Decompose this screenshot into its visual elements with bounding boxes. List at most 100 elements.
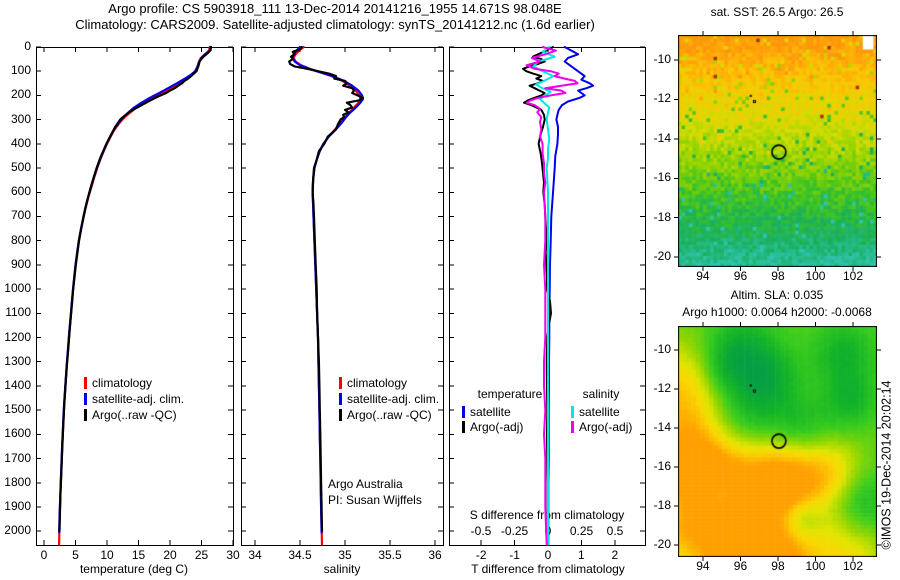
tick-label: 30 [226,548,240,562]
tick-label: -14 [653,130,671,145]
tick-label: 500 [10,160,31,175]
legend-label-climatology: climatology [92,376,153,390]
tick-label: 96 [733,269,748,283]
tick-label: 0.5 [606,524,624,538]
tick-label: -2 [475,548,487,562]
tick-label: -18 [653,209,671,224]
legend-label-satadj-sal: satellite-adj. clim. [347,392,440,406]
imos-watermark: ©IMOS 19-Dec-2014 20:02:14 [879,380,894,550]
legend-swatch-t-satellite [462,406,465,418]
tick-label: 400 [10,135,31,150]
tick-label: 100 [10,63,31,78]
legend-swatch-s-satellite [571,406,574,418]
tick-label: 34 [248,548,262,562]
x-axis-label-temperature: temperature (deg C) [79,562,189,576]
sla-map [678,326,877,557]
tick-label: -12 [653,381,671,396]
legend-swatch-satadj-sal [339,393,342,405]
tick-label: -20 [653,249,671,264]
tick-label: 0 [40,548,48,562]
tick-label: 96 [733,559,748,573]
tick-label: 1100 [5,305,31,320]
tick-label: 1700 [4,450,31,465]
tick-label: 94 [696,559,710,573]
tick-label: 200 [10,87,31,102]
tick-label: 102 [842,269,863,283]
legend-label-argo-raw: Argo(..raw -QC) [92,408,177,422]
tick-label: -0.5 [470,524,492,538]
sla-map-title-2: Argo h1000: 0.0064 h2000: -0.0068 [682,305,872,319]
tick-label: -18 [653,498,671,513]
legend-header-temperature: temperature [477,387,543,401]
tick-label: 700 [10,208,31,223]
legend-swatch-s-argo-adj [571,421,574,433]
tick-label: -20 [653,537,671,552]
sla-map-title-1: Altim. SLA: 0.035 [730,288,824,302]
legend-label-argo-raw-sal: Argo(..raw -QC) [347,408,432,422]
sst-map [678,35,877,267]
tick-label: 0 [544,548,552,562]
legend-label-t-argo-adj: Argo(-adj) [470,420,524,434]
tick-label: 5 [72,548,79,562]
tick-label: 1000 [4,281,31,296]
tick-label: 36 [428,548,442,562]
tick-label: 800 [10,232,31,247]
credit-pi: PI: Susan Wijffels [328,493,422,507]
tick-label: 10 [100,548,114,562]
page-title-line2: Climatology: CARS2009. Satellite-adjuste… [75,17,595,32]
tick-label: 100 [805,559,826,573]
tick-label: 1200 [4,329,31,344]
tick-label: 35.5 [378,548,402,562]
legend-label-t-satellite: satellite [470,405,511,419]
tick-label: 1 [578,548,585,562]
tick-label: 100 [805,269,826,283]
tick-label: -10 [653,341,671,356]
tick-label: -12 [653,91,671,106]
legend-swatch-argo-raw [84,409,87,421]
tick-label: 900 [10,256,31,271]
tick-label: -14 [653,420,671,435]
tick-label: 600 [10,184,31,199]
tick-label: 1500 [4,402,31,417]
legend-swatch-satadj-clim [84,393,87,405]
tick-label: 1600 [4,426,31,441]
legend-label-s-satellite: satellite [579,405,620,419]
tick-label: 0.25 [569,524,594,538]
page-title-line1: Argo profile: CS 5903918_111 13-Dec-2014… [108,1,562,16]
s-difference-axis-label: S difference from climatology [469,508,625,522]
tick-label: 98 [771,559,785,573]
tick-label: 1300 [4,353,31,368]
tick-label: 2000 [4,523,31,538]
tick-label: 94 [696,269,710,283]
legend-swatch-climatology [84,377,87,389]
tick-label: 1800 [4,474,31,489]
tick-label: 1900 [4,498,31,513]
legend-label-s-argo-adj: Argo(-adj) [579,420,633,434]
tick-label: -0.25 [500,524,529,538]
legend-header-salinity: salinity [582,387,620,401]
tick-label: 2 [611,548,619,562]
tick-label: -16 [653,170,671,185]
x-axis-label-salinity: salinity [323,562,361,576]
tick-label: 102 [842,559,863,573]
tick-label: -10 [653,52,671,67]
credit-argo-australia: Argo Australia [328,477,403,491]
x-axis-label-t-difference: T difference from climatology [471,562,625,576]
tick-label: 35 [338,548,352,562]
tick-label: 98 [771,269,785,283]
legend-swatch-t-argo-adj [462,421,465,433]
sst-map-title: sat. SST: 26.5 Argo: 26.5 [710,5,844,19]
tick-label: 15 [131,548,146,562]
tick-label: 1400 [4,377,31,392]
legend-swatch-argo-raw-sal [339,409,342,421]
legend-label-climatology-sal: climatology [347,376,408,390]
legend-label-satadj-clim: satellite-adj. clim. [92,392,185,406]
tick-label: 0 [24,39,31,53]
tick-label: -16 [653,459,671,474]
tick-label: 20 [163,548,177,562]
tick-label: 300 [10,111,31,126]
legend-swatch-climatology-sal [339,377,342,389]
tick-label: 25 [194,548,209,562]
tick-label: 34.5 [288,548,312,562]
